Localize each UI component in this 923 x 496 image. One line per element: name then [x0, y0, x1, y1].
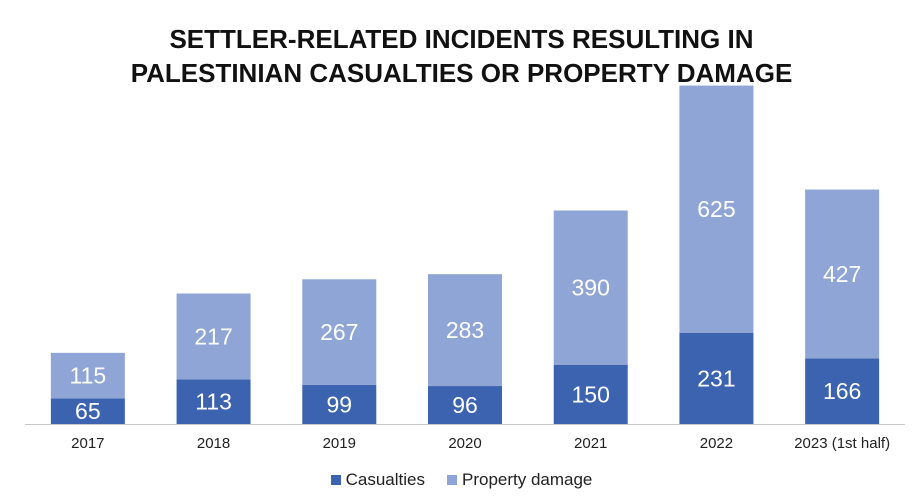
data-label-casualties-2020: 96 [452, 392, 478, 418]
chart-title: SETTLER-RELATED INCIDENTS RESULTING IN P… [0, 22, 923, 90]
legend-label-property-damage: Property damage [461, 470, 593, 489]
x-tick-label-2020: 2020 [448, 435, 481, 452]
bar-property-damage-2022 [679, 85, 754, 333]
bar-casualties-2020 [428, 386, 502, 424]
data-label-property-damage-2020: 283 [446, 317, 484, 343]
bar-property-damage-2019 [302, 279, 377, 385]
data-label-property-damage-2017: 115 [70, 363, 107, 389]
bar-property-damage-2020 [428, 274, 502, 387]
chart-title-line-1: SETTLER-RELATED INCIDENTS RESULTING IN [169, 24, 754, 54]
x-tick-label-2023-1st-half: 2023 (1st half) [794, 435, 890, 452]
bar-casualties-2019 [302, 384, 377, 424]
data-label-casualties-2021: 150 [572, 381, 610, 407]
bar-property-damage-2018 [176, 293, 251, 380]
bar-casualties-2018 [176, 379, 251, 424]
data-label-casualties-2023-1st-half: 166 [823, 378, 861, 404]
data-label-property-damage-2018: 217 [194, 323, 232, 349]
legend-swatch-property-damage [446, 475, 457, 485]
bar-casualties-2023-1st-half [805, 358, 880, 424]
x-tick-label-2022: 2022 [700, 435, 733, 452]
data-label-property-damage-2022: 625 [697, 196, 735, 222]
x-tick-label-2017: 2017 [71, 435, 104, 452]
bar-property-damage-2023-1st-half [805, 189, 880, 359]
data-label-casualties-2017: 65 [75, 398, 101, 424]
x-tick-label-2018: 2018 [197, 435, 230, 452]
data-label-casualties-2022: 231 [697, 365, 735, 391]
bar-property-damage-2021 [553, 210, 628, 365]
legend-swatch-casualties [330, 475, 341, 485]
data-label-property-damage-2021: 390 [572, 275, 610, 301]
bar-casualties-2021 [553, 364, 628, 424]
chart-title-line-2: PALESTINIAN CASUALTIES OR PROPERTY DAMAG… [130, 58, 793, 88]
legend-label-casualties: Casualties [345, 470, 425, 489]
x-tick-label-2021: 2021 [574, 435, 607, 452]
x-tick-label-2019: 2019 [323, 435, 356, 452]
data-label-property-damage-2019: 267 [320, 319, 358, 345]
bar-casualties-2022 [679, 332, 754, 424]
data-label-casualties-2019: 99 [326, 391, 352, 417]
bar-property-damage-2017 [50, 352, 125, 399]
data-label-casualties-2018: 113 [195, 389, 232, 415]
data-label-property-damage-2023-1st-half: 427 [823, 261, 861, 287]
legend-item-property-damage: Property damage [446, 470, 593, 490]
legend-item-casualties: Casualties [330, 470, 425, 490]
legend: Casualties Property damage [0, 470, 923, 490]
bar-casualties-2017 [50, 398, 125, 424]
